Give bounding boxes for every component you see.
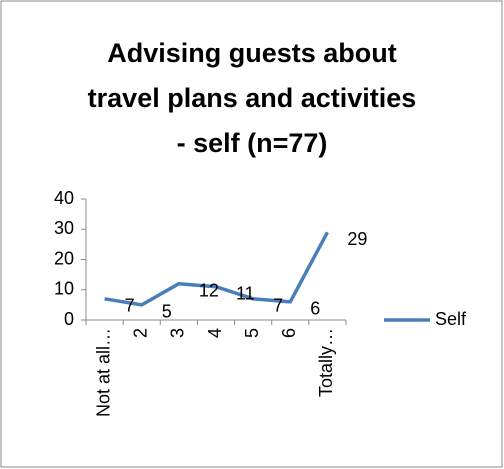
x-tick-label: 5 [242, 328, 262, 338]
y-tick-label: 0 [64, 309, 74, 329]
data-label: 12 [199, 280, 219, 300]
data-label: 11 [236, 283, 255, 303]
y-tick-label: 30 [54, 218, 74, 238]
y-tick-label: 10 [54, 279, 74, 299]
data-label: 6 [310, 299, 320, 319]
x-tick-label: 6 [279, 328, 299, 338]
data-label: 5 [162, 302, 172, 322]
data-label: 7 [125, 296, 135, 316]
x-tick-label: 3 [168, 328, 188, 338]
legend-label: Self [435, 309, 467, 329]
chart-title: Advising guests about travel plans and ac… [88, 38, 417, 158]
series-line [104, 231, 329, 307]
y-tick-label: 40 [54, 188, 74, 208]
data-label: 7 [273, 296, 283, 316]
x-tick-label: 2 [130, 328, 150, 338]
data-label: 29 [347, 229, 367, 249]
x-tick-label: Totally… [316, 328, 336, 397]
y-tick-label: 20 [54, 248, 74, 268]
x-tick-label: Not at all… [93, 328, 113, 417]
x-tick-label: 4 [205, 328, 225, 338]
